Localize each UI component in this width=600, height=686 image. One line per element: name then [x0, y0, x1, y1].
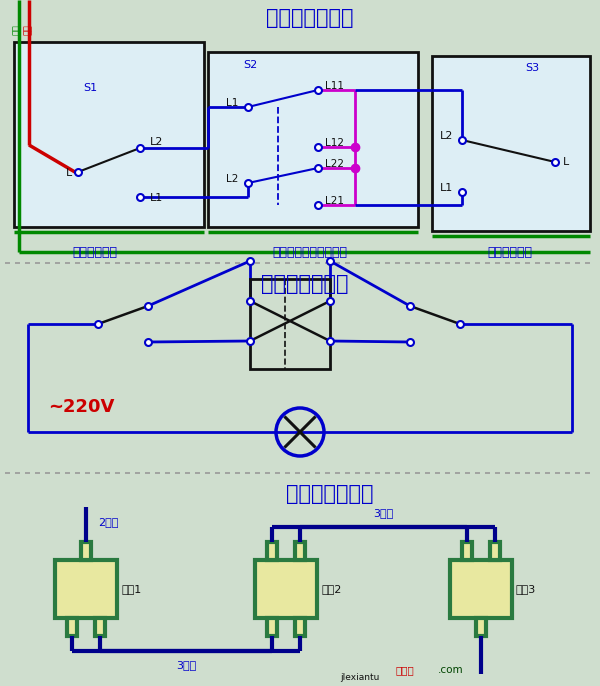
Text: L2: L2 — [150, 137, 163, 147]
Text: L: L — [563, 157, 569, 167]
Bar — [14, 42, 204, 227]
Text: 单开双控开关: 单开双控开关 — [487, 246, 533, 259]
Bar — [267, 542, 277, 560]
Text: S2: S2 — [243, 60, 257, 70]
Text: 火线: 火线 — [23, 25, 32, 36]
Text: 三控开关原理图: 三控开关原理图 — [261, 274, 349, 294]
Bar — [95, 618, 105, 636]
Text: 三控开关接线图: 三控开关接线图 — [266, 8, 354, 28]
Text: L22: L22 — [325, 159, 344, 169]
Bar — [81, 542, 91, 560]
Text: jlexiantu: jlexiantu — [340, 674, 379, 683]
Bar — [55, 560, 117, 618]
Text: 相线: 相线 — [13, 25, 22, 36]
Text: L: L — [66, 168, 72, 178]
Bar — [0, 262, 600, 472]
Bar — [450, 560, 512, 618]
Text: S3: S3 — [525, 63, 539, 73]
Bar — [208, 52, 418, 227]
Text: 开关1: 开关1 — [121, 584, 141, 594]
Text: 三控开关布线图: 三控开关布线图 — [286, 484, 374, 504]
Text: 3根线: 3根线 — [373, 508, 393, 518]
Text: L12: L12 — [325, 138, 344, 148]
Bar — [250, 279, 330, 369]
Bar — [476, 618, 486, 636]
Text: L1: L1 — [226, 98, 238, 108]
Text: L1: L1 — [150, 193, 163, 203]
Text: 3根线: 3根线 — [176, 660, 196, 670]
Bar — [295, 618, 305, 636]
Text: L11: L11 — [325, 81, 344, 91]
Bar — [295, 542, 305, 560]
Bar — [432, 56, 590, 231]
Text: L2: L2 — [440, 131, 453, 141]
Text: 开关2: 开关2 — [321, 584, 341, 594]
Bar — [267, 618, 277, 636]
Text: 接线图: 接线图 — [395, 665, 414, 675]
Bar — [462, 542, 472, 560]
Text: 中途开关（三控开关）: 中途开关（三控开关） — [272, 246, 347, 259]
Text: 单开双控开关: 单开双控开关 — [73, 246, 118, 259]
Bar — [255, 560, 317, 618]
Text: 2根线: 2根线 — [98, 517, 118, 527]
Text: 开关3: 开关3 — [516, 584, 536, 594]
Bar — [490, 542, 500, 560]
Text: .com: .com — [438, 665, 464, 675]
Text: ~220V: ~220V — [48, 398, 115, 416]
Bar — [67, 618, 77, 636]
Text: S1: S1 — [83, 83, 97, 93]
Text: L21: L21 — [325, 196, 344, 206]
Bar — [0, 0, 600, 262]
Text: L2: L2 — [226, 174, 238, 184]
Bar — [0, 472, 600, 686]
Text: L1: L1 — [440, 183, 453, 193]
